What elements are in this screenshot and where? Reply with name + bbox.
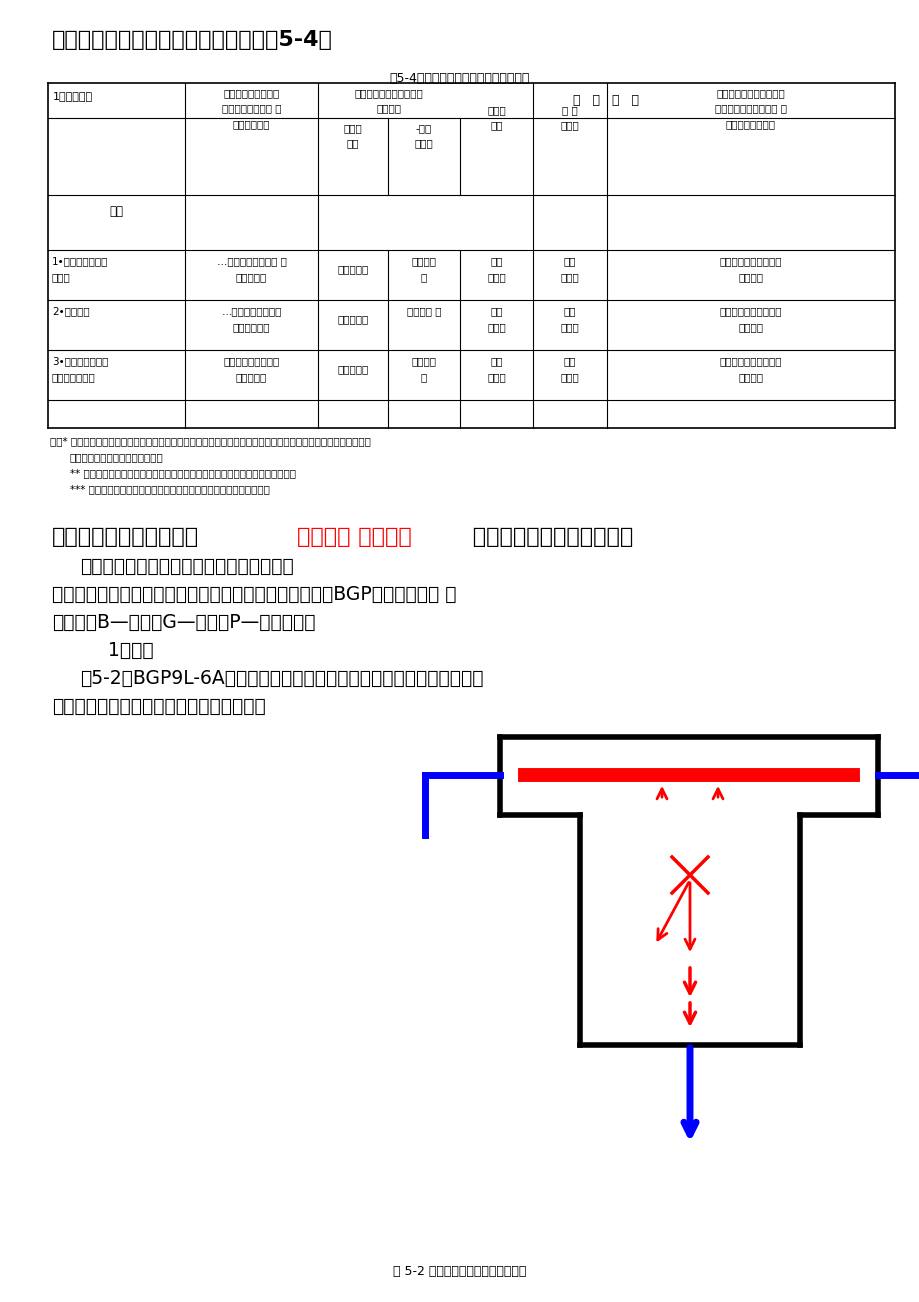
Text: …矿用防爆型（矿用 增
安型除外）: …矿用防爆型（矿用 增 安型除外） [216, 256, 286, 283]
Text: 矿用隔爆型高压配电箱适用: 矿用隔爆型高压配电箱适用 [464, 527, 632, 547]
Text: 矿用防爆型（矿用增
安型除外）: 矿用防爆型（矿用增 安型除外） [223, 355, 279, 383]
Text: 煤（岩）与瓦斯（二
氧化碳）突出矿井 和
瓦斯喷出区域: 煤（岩）与瓦斯（二 氧化碳）突出矿井 和 瓦斯喷出区域 [221, 89, 281, 129]
Text: 矿用
防爆型: 矿用 防爆型 [486, 355, 505, 383]
Text: 矿用
防爆型: 矿用 防爆型 [486, 306, 505, 332]
Text: 3•通信、自动化装
置和仪表、仪器: 3•通信、自动化装 置和仪表、仪器 [52, 355, 108, 383]
Text: 三、矿用防爆高压配电箱: 三、矿用防爆高压配电箱 [52, 527, 199, 547]
Text: 择。各类矿用电气设备的使用场所见袅5-4。: 择。各类矿用电气设备的使用场所见袅5-4。 [52, 30, 333, 49]
Text: 翻车机
硐室: 翻车机 硐室 [486, 105, 505, 130]
Text: 井低车场、总进风巷或主
要进风巷: 井低车场、总进风巷或主 要进风巷 [354, 89, 423, 113]
Text: 含义为：B—隔爆，G—高压，P—配电装置。: 含义为：B—隔爆，G—高压，P—配电装置。 [52, 613, 315, 631]
Text: 矿用
防爆型: 矿用 防爆型 [486, 256, 505, 283]
Text: 配电开关或控制保护变压器及高压电动机。目前使用的有BGP等系列。其型 号: 配电开关或控制保护变压器及高压电动机。目前使用的有BGP等系列。其型 号 [52, 585, 456, 604]
Text: 袅5-4各种类型矿用电气设备的使用场所: 袅5-4各种类型矿用电气设备的使用场所 [390, 72, 529, 85]
Text: …矿用防爆型（矿用
增安型除外）: …矿用防爆型（矿用 增安型除外） [221, 306, 281, 332]
Text: 瓦   斯   矿   井: 瓦 斯 矿 井 [573, 94, 639, 107]
Text: 矿用防爆型（矿用增安
型除外）: 矿用防爆型（矿用增安 型除外） [719, 306, 781, 332]
Text: 注：* 使用架线电机车运输的巷道中及沿该巷道的机电设备硐室内可以采用矿用一般型电气设备（包括照明灯具、通: 注：* 使用架线电机车运输的巷道中及沿该巷道的机电设备硐室内可以采用矿用一般型电… [50, 436, 370, 447]
Text: 矿用防爆 型: 矿用防爆 型 [406, 306, 441, 316]
Text: 图 5-2 矿用隔爆型高压配电筱结构图: 图 5-2 矿用隔爆型高压配电筱结构图 [393, 1266, 526, 1279]
Text: 矿用
防爆型: 矿用 防爆型 [560, 256, 579, 283]
Text: 图5-2为BGP9L-6A型配电装置的外形图。其壳体为一长方形箱体，通过: 图5-2为BGP9L-6A型配电装置的外形图。其壳体为一长方形箱体，通过 [80, 669, 483, 687]
Text: *** 充许使用经安全检测鉴定，并取得煤矿矿用产品安全标志的矿灯。: *** 充许使用经安全检测鉴定，并取得煤矿矿用产品安全标志的矿灯。 [70, 484, 269, 493]
Text: 矿用防爆
型: 矿用防爆 型 [411, 355, 436, 383]
Text: （第四章 第二节）: （第四章 第二节） [297, 527, 412, 547]
Text: 信、自动化装备和仪表、仪器；）: 信、自动化装备和仪表、仪器；） [70, 452, 164, 462]
Text: 于有瓦斯、煤尘爆炸危险的煤矿井下，作为: 于有瓦斯、煤尘爆炸危险的煤矿井下，作为 [80, 557, 293, 575]
Text: 1、使用场所: 1、使用场所 [53, 91, 93, 102]
Text: 采 区
进风巷: 采 区 进风巷 [560, 105, 579, 130]
Text: 矿用一级型: 矿用一级型 [337, 314, 369, 324]
Text: 低瓦斯
矿井: 低瓦斯 矿井 [344, 122, 362, 148]
Text: 矿用一级型: 矿用一级型 [337, 264, 369, 273]
Text: -高瓦
斯矿井: -高瓦 斯矿井 [414, 122, 433, 148]
Text: 矿用防爆型（矿用增安
型除外）: 矿用防爆型（矿用增安 型除外） [719, 355, 781, 383]
Text: 矿用一级型: 矿用一级型 [337, 365, 369, 374]
Text: 总回风巷、主要回风巷、
采区回风巷、工作面和 工
作面进风、回风巷: 总回风巷、主要回风巷、 采区回风巷、工作面和 工 作面进风、回风巷 [714, 89, 786, 129]
Text: 类别: 类别 [109, 204, 123, 217]
Text: 箱体中间的隔板将箱体分为前后两个空腔。: 箱体中间的隔板将箱体分为前后两个空腔。 [52, 697, 266, 716]
Text: 矿用
防爆型: 矿用 防爆型 [560, 306, 579, 332]
Text: 矿用
防爆型: 矿用 防爆型 [560, 355, 579, 383]
Text: 矿用防爆型（矿用增安
型除外）: 矿用防爆型（矿用增安 型除外） [719, 256, 781, 283]
Text: ** 煤（岩）与瓦斯突出矿井的井底车场的主泵房内，可使用矿用增安型电动机；: ** 煤（岩）与瓦斯突出矿井的井底车场的主泵房内，可使用矿用增安型电动机； [70, 467, 296, 478]
Text: 1•高低压电机和电
气设备: 1•高低压电机和电 气设备 [52, 256, 108, 283]
Text: 1．结构: 1．结构 [108, 641, 153, 660]
Text: 2•照明灯具: 2•照明灯具 [52, 306, 89, 316]
Text: 矿用一般
型: 矿用一般 型 [411, 256, 436, 283]
